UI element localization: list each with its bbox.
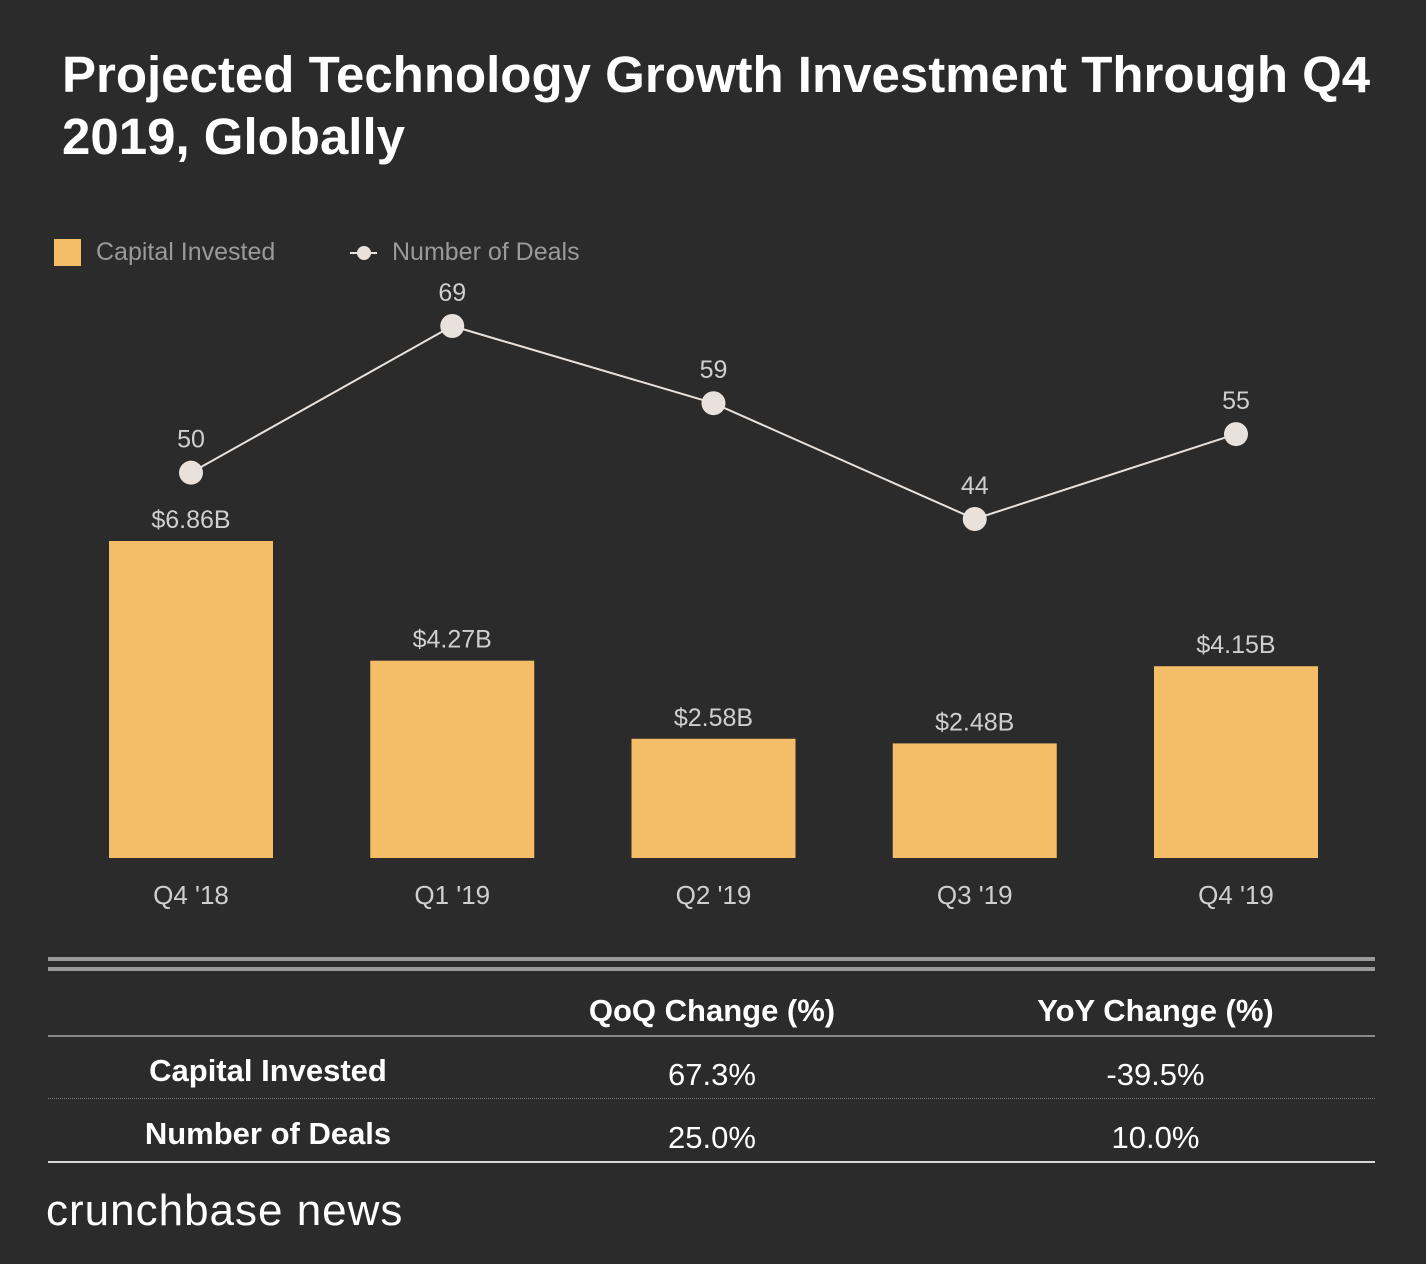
deals-point — [440, 314, 465, 338]
legend-item-capital: Capital Invested — [54, 238, 275, 267]
header-yoy: YoY Change (%) — [1037, 993, 1274, 1028]
deals-point — [701, 391, 726, 416]
table-header-rule — [48, 1035, 1375, 1037]
bar-value-label: $2.58B — [674, 704, 753, 732]
bar — [109, 541, 273, 858]
bar — [1154, 666, 1318, 858]
bar-value-label: $4.15B — [1196, 631, 1275, 659]
x-tick-label: Q1 '19 — [414, 880, 490, 910]
legend-label-capital: Capital Invested — [96, 238, 276, 266]
table-top-rule-2 — [48, 967, 1375, 971]
legend-label-deals: Number of Deals — [392, 238, 580, 266]
legend-bar-swatch-icon — [54, 239, 81, 266]
deals-value-label: 59 — [700, 356, 728, 384]
x-tick-label: Q4 '19 — [1198, 880, 1274, 910]
x-tick-label: Q3 '19 — [937, 880, 1013, 910]
table-bottom-rule — [48, 1161, 1375, 1163]
deals-line — [190, 324, 1237, 521]
row-label-deals: Number of Deals — [144, 1116, 392, 1151]
brand-logo: crunchbase news — [46, 1186, 404, 1235]
table-row-divider — [48, 1098, 1375, 1099]
deals-point — [179, 460, 203, 485]
deals-value-label: 50 — [177, 426, 205, 454]
bar-value-label: $2.48B — [935, 708, 1014, 736]
chart-title: Projected Technology Growth Investment T… — [62, 46, 1371, 165]
deals-point — [962, 507, 987, 531]
row-label-capital: Capital Invested — [149, 1053, 387, 1088]
deals-value-label: 55 — [1222, 387, 1250, 415]
bar — [892, 743, 1057, 858]
bar — [631, 738, 796, 858]
deals-point — [1224, 422, 1248, 447]
bar-value-label: $4.27B — [413, 626, 492, 654]
legend-line-marker-icon — [350, 245, 377, 260]
deals-value-label: 69 — [438, 279, 466, 307]
change-table: QoQ Change (%) YoY Change (%) Capital In… — [48, 957, 1375, 1167]
table-top-rule — [48, 957, 1375, 961]
cell-capital-qoq: 67.3% — [668, 1057, 756, 1092]
cell-capital-yoy: -39.5% — [1106, 1057, 1205, 1092]
bar — [370, 660, 535, 858]
header-qoq: QoQ Change (%) — [588, 993, 836, 1028]
cell-deals-yoy: 10.0% — [1111, 1120, 1200, 1155]
deals-value-label: 44 — [961, 472, 989, 500]
cell-deals-qoq: 25.0% — [668, 1120, 756, 1155]
x-tick-label: Q4 '18 — [153, 880, 229, 910]
legend-item-deals: Number of Deals — [350, 238, 580, 267]
combo-chart: $6.86B Q4 '18 $4.27B Q1 '19 $2.58B Q2 '19 $2.4… — [109, 279, 1318, 910]
bar-value-label: $6.86B — [151, 506, 230, 534]
x-tick-label: Q2 '19 — [676, 880, 752, 910]
